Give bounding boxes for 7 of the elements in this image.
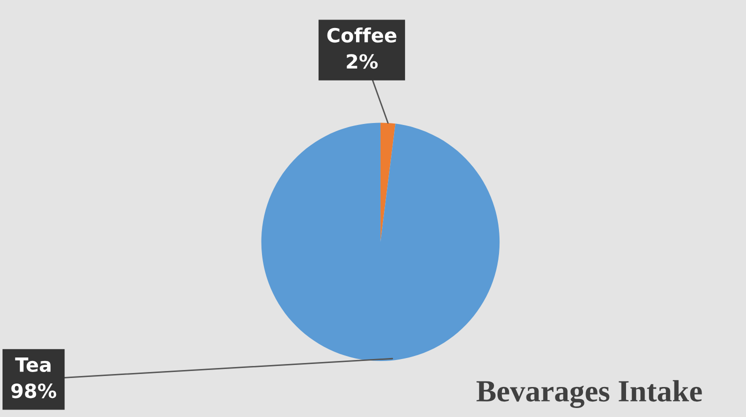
data-label: 98% [11, 384, 56, 398]
slice-label: Coffee [327, 28, 396, 43]
text: Bevarages Intake [476, 380, 702, 408]
pie-slice [380, 122, 396, 242]
data-label: 2% [346, 54, 378, 69]
slice-label: Tea [15, 358, 51, 372]
pie-slice [261, 122, 500, 362]
